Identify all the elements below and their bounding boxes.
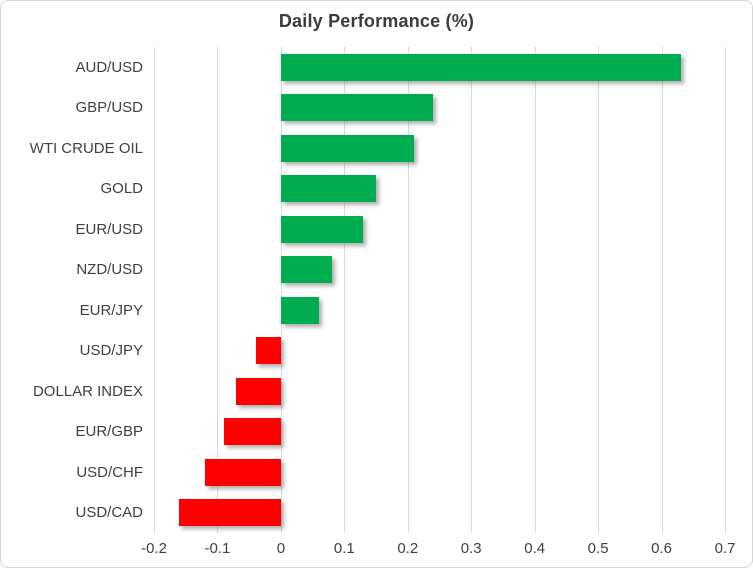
x-tick-label: 0.5 <box>587 540 609 557</box>
x-tick-label: -0.1 <box>204 540 231 557</box>
category-axis: AUD/USD GBP/USD WTI CRUDE OIL GOLD EUR/USD NZ… <box>1 47 143 533</box>
value-axis: -0.2 -0.1 0 0.1 0.2 0.3 0.4 0.5 0.6 0.7 <box>141 533 735 563</box>
bar-usd-cad <box>179 499 281 527</box>
x-tick-label: 0 <box>276 540 286 557</box>
category-label: USD/JPY <box>79 342 143 360</box>
gridline <box>154 47 155 533</box>
x-tick-label: 0.2 <box>397 540 419 557</box>
category-label: EUR/USD <box>75 220 143 238</box>
x-tick-label: 0.7 <box>714 540 736 557</box>
bar-gbp-usd <box>280 94 434 122</box>
gridline <box>217 47 219 533</box>
category-label: GOLD <box>100 180 143 198</box>
category-label: USD/CAD <box>75 504 143 522</box>
bar-nzd-usd <box>280 256 332 284</box>
bar-gold <box>280 175 377 203</box>
plot-area <box>154 47 726 533</box>
gridline <box>344 47 346 533</box>
bar-aud-usd <box>280 53 681 81</box>
bar-dollar-index <box>236 377 281 405</box>
x-tick-label: 0.6 <box>651 540 672 557</box>
category-label: EUR/JPY <box>79 301 143 319</box>
gridline <box>598 47 600 533</box>
gridline <box>534 47 536 533</box>
gridline <box>280 47 282 533</box>
bar-eur-gbp <box>223 418 281 446</box>
bar-usd-jpy <box>255 337 281 365</box>
x-tick-label: -0.2 <box>141 540 167 557</box>
gridline <box>471 47 473 533</box>
category-label: DOLLAR INDEX <box>32 382 143 400</box>
category-label: WTI CRUDE OIL <box>29 139 143 157</box>
bar-eur-jpy <box>280 296 319 324</box>
category-label: USD/CHF <box>76 463 143 481</box>
gridline <box>661 47 663 533</box>
x-tick-label: 0.4 <box>524 540 546 557</box>
category-label: AUD/USD <box>75 58 143 76</box>
x-tick-label: 0.1 <box>333 540 355 557</box>
chart-title: Daily Performance (%) <box>278 11 475 31</box>
gridline <box>725 47 726 533</box>
bar-wti-crude-oil <box>280 134 415 162</box>
bar-eur-usd <box>280 215 364 243</box>
category-label: NZD/USD <box>76 261 143 279</box>
category-label: EUR/GBP <box>75 423 143 441</box>
category-label: GBP/USD <box>75 99 143 117</box>
gridline <box>407 47 409 533</box>
bar-usd-chf <box>204 458 281 486</box>
x-tick-label: 0.3 <box>460 540 482 557</box>
